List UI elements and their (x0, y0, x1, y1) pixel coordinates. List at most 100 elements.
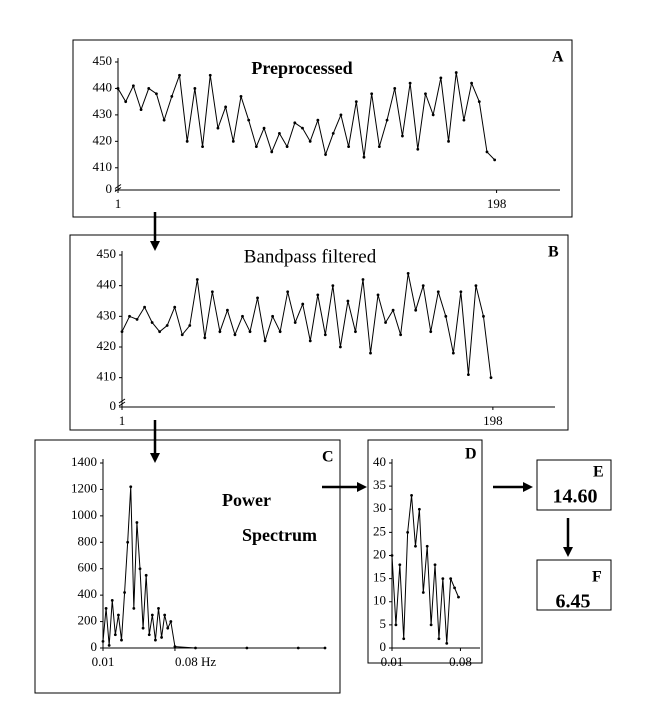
data-point (278, 132, 281, 135)
panel-d-frame (367, 439, 483, 664)
y-tick-label: 200 (78, 613, 98, 628)
data-point (286, 290, 290, 294)
data-point (135, 318, 139, 321)
data-point (421, 591, 425, 594)
data-point (437, 637, 441, 641)
data-point (439, 76, 443, 80)
y-tick-label: 15 (373, 570, 386, 585)
data-point (129, 485, 133, 489)
data-point (135, 521, 139, 524)
x-tick-label: 198 (483, 413, 503, 428)
data-point (301, 126, 304, 130)
panel-label: A (552, 49, 564, 66)
data-point (120, 638, 123, 642)
data-point (393, 87, 397, 90)
data-point (449, 577, 453, 581)
data-point (493, 158, 497, 162)
data-point (410, 493, 413, 497)
y-tick-label: 25 (373, 523, 386, 538)
y-tick-label: 410 (93, 159, 113, 174)
data-point (248, 330, 252, 334)
data-point (444, 314, 448, 318)
axis-break (114, 184, 122, 189)
data-line (121, 273, 492, 378)
data-point (401, 134, 404, 138)
data-point (185, 139, 189, 143)
data-point (457, 595, 460, 599)
y-tick-label: 400 (78, 586, 98, 601)
y-tick-label: 1400 (71, 454, 97, 469)
data-point (124, 100, 128, 104)
result-value: 6.45 (556, 591, 591, 613)
data-point (454, 71, 458, 74)
data-point (138, 567, 142, 571)
data-point (485, 150, 489, 154)
result-value: 14.60 (553, 486, 598, 508)
data-point (414, 308, 418, 312)
y-tick-label: 0 (91, 639, 98, 654)
panel-label: B (548, 244, 559, 261)
data-point (402, 637, 406, 641)
data-point (477, 100, 481, 104)
panel-label: C (322, 449, 334, 466)
data-point (208, 73, 212, 77)
data-point (173, 305, 177, 309)
data-point (144, 573, 148, 577)
data-point (110, 599, 114, 602)
data-point (459, 290, 463, 294)
chart-title: Preprocessed (251, 58, 352, 78)
chart-title: Power Spectrum (222, 490, 317, 545)
data-point (324, 153, 327, 156)
y-tick-label: 450 (97, 246, 117, 261)
data-point (406, 530, 410, 534)
data-point (165, 324, 169, 327)
data-point (120, 330, 124, 334)
data-point (226, 308, 229, 312)
data-point (143, 305, 146, 309)
data-point (416, 147, 420, 151)
data-point (239, 94, 243, 98)
data-point (147, 633, 151, 637)
data-point (231, 139, 235, 143)
y-tick-label: 440 (97, 277, 117, 292)
data-point (429, 330, 433, 334)
y-tick-label: 440 (93, 79, 113, 94)
data-point (447, 139, 450, 143)
data-point (123, 591, 126, 594)
data-point (117, 613, 120, 617)
data-line (102, 486, 325, 649)
data-point (128, 314, 131, 318)
data-point (166, 626, 170, 630)
axis-break (118, 398, 126, 404)
data-point (150, 613, 154, 617)
data-point (107, 643, 111, 647)
data-point (385, 118, 389, 122)
data-point (467, 373, 470, 376)
panel-label: F (592, 569, 602, 586)
data-point (323, 333, 327, 337)
y-tick-label: 420 (97, 338, 117, 353)
data-point (178, 73, 181, 77)
data-point (474, 284, 478, 288)
data-point (489, 376, 493, 380)
data-point (154, 638, 157, 642)
data-point (354, 330, 357, 334)
y-tick-label: 20 (373, 546, 386, 561)
data-point (157, 606, 160, 610)
data-point (451, 351, 455, 355)
x-tick-label: 0.01 (381, 654, 404, 669)
data-point (263, 339, 267, 343)
data-point (180, 333, 184, 337)
data-point (218, 330, 222, 334)
panel-c-frame (34, 439, 341, 694)
data-point (338, 345, 342, 349)
data-line (391, 495, 459, 644)
data-point (262, 126, 266, 130)
data-point (256, 296, 259, 300)
data-point (406, 272, 410, 275)
data-point (362, 155, 366, 159)
data-point (203, 336, 207, 340)
data-point (370, 92, 374, 96)
data-point (301, 302, 305, 306)
